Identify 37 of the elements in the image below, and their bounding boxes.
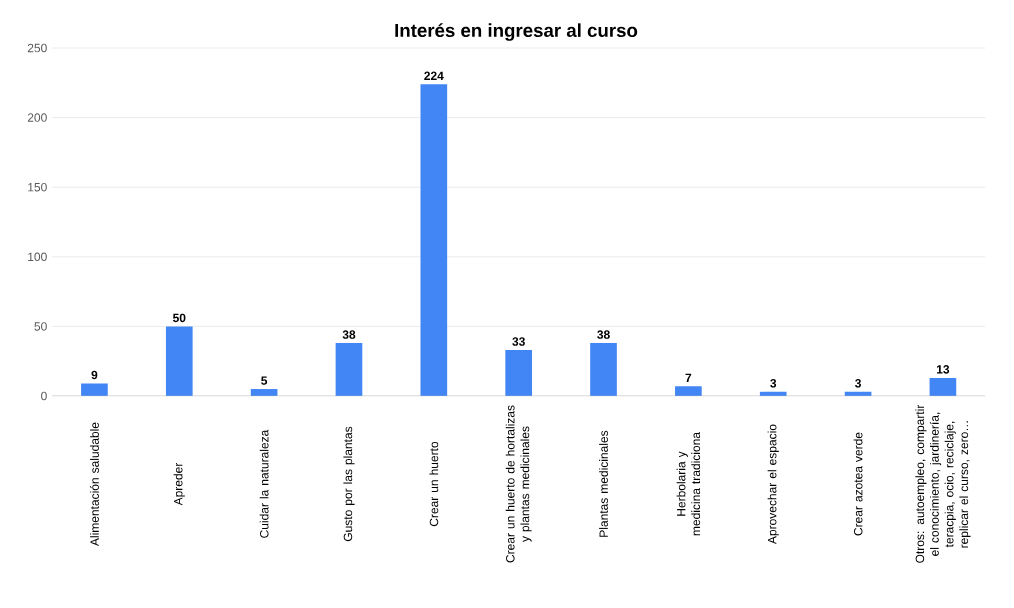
chart-title: Interés en ingresar al curso	[395, 23, 638, 41]
bar	[335, 343, 363, 396]
data-label: 33	[512, 337, 525, 346]
x-tick-label: Crear azotea verde	[853, 432, 863, 536]
x-tick-label: Plantas medicinales	[599, 430, 608, 537]
data-label: 7	[685, 373, 692, 382]
y-tick-label: 200	[27, 113, 47, 122]
bar	[420, 84, 448, 396]
x-tick-label: Crear un huerto	[429, 441, 439, 527]
bar	[929, 377, 957, 396]
data-label: 3	[855, 379, 861, 388]
data-label: 224	[424, 71, 444, 80]
y-tick-label: 100	[28, 252, 47, 262]
data-label: 5	[261, 376, 268, 385]
x-tick-label: Herbolaria y medicina tradiciona	[676, 432, 701, 536]
data-label: 38	[342, 330, 356, 339]
x-tick-label: Otros: autoempleo, compartir el conocimiento, jardinería, teracpia, ocio, reciclaje, replicar el curso, zero…	[915, 404, 971, 563]
data-label: 38	[597, 330, 610, 339]
data-label: 3	[770, 379, 777, 388]
x-tick-label: Gusto por las plantas	[343, 426, 355, 542]
bar	[505, 350, 532, 396]
x-tick-label: Cuidar la naturaleza	[259, 429, 269, 538]
data-label: 9	[91, 370, 98, 380]
y-tick-label: 50	[34, 322, 47, 331]
data-label: 13	[936, 365, 950, 374]
bar	[590, 343, 617, 396]
x-tick-label: Aprovechar el espacio	[767, 424, 779, 545]
bar	[675, 386, 702, 396]
y-tick-label: 0	[41, 391, 47, 401]
x-tick-label: Alimentación saludable	[89, 422, 99, 547]
y-tick-label: 250	[27, 43, 47, 53]
bar	[165, 326, 193, 396]
x-tick-label: Crear un huerto de hortalizas y plantas medicinales	[505, 405, 532, 563]
bar	[81, 383, 108, 396]
data-label: 50	[172, 313, 186, 323]
y-tick-label: 150	[28, 182, 47, 192]
x-tick-label: Apreder	[173, 462, 185, 506]
